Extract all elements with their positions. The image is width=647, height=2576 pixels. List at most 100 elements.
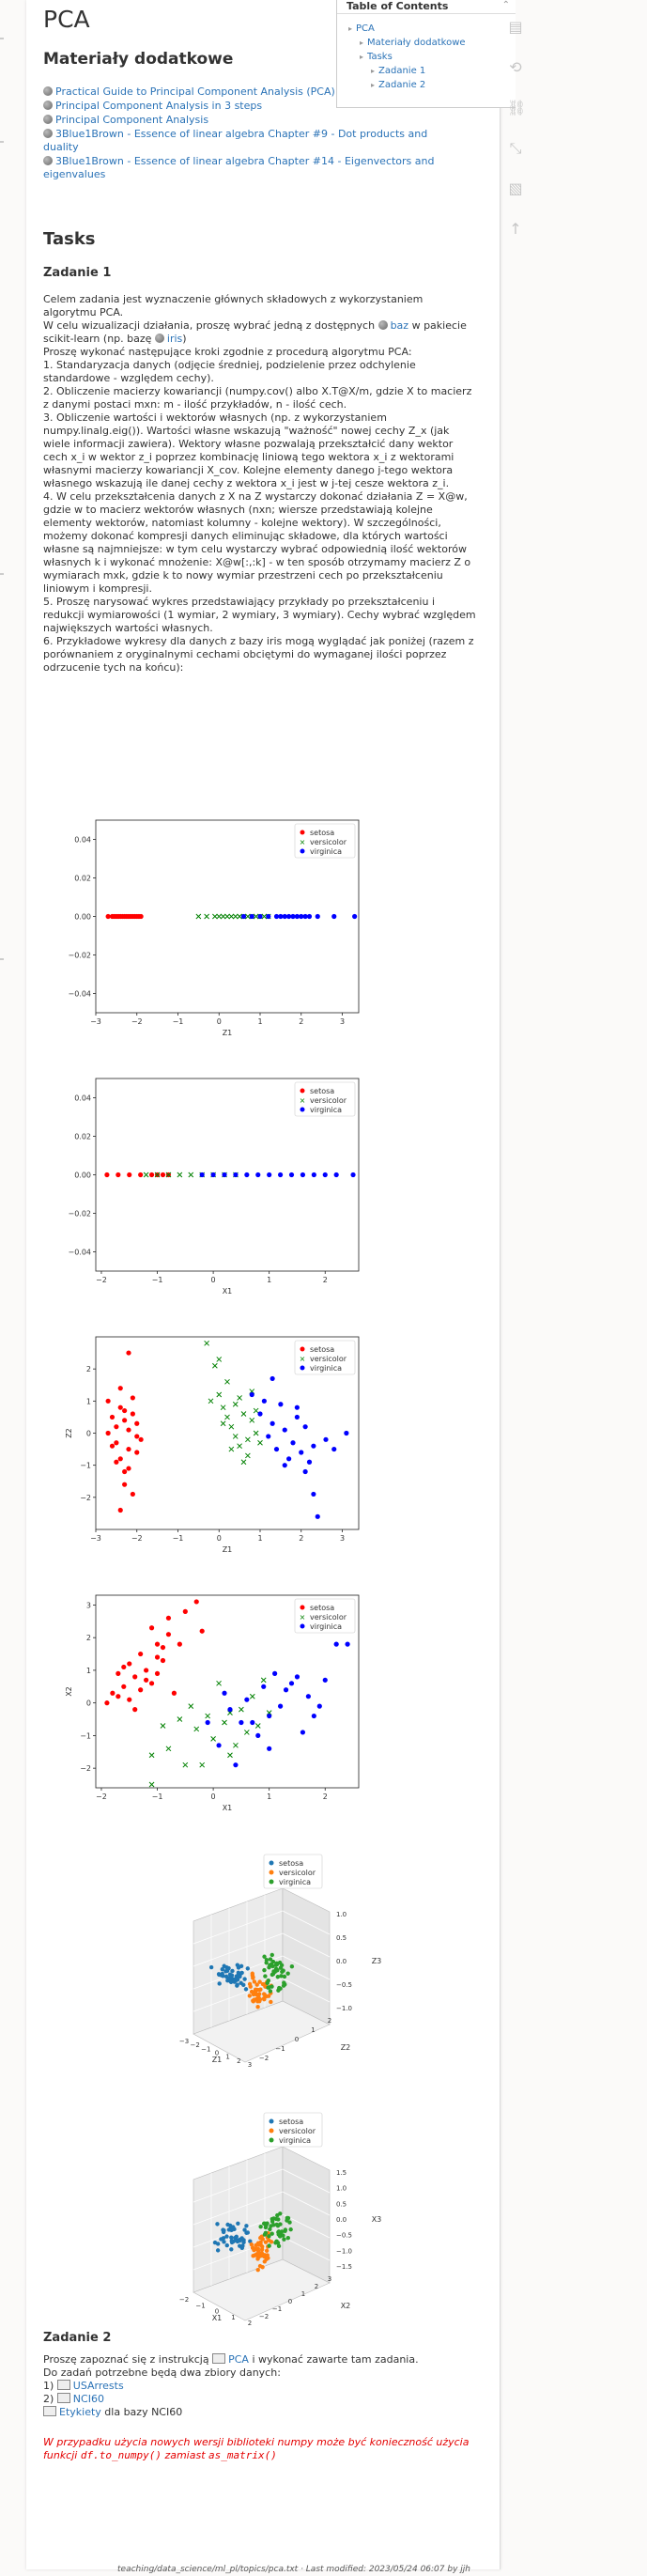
link-item[interactable]: Principal Component Analysis — [43, 114, 438, 127]
point-versicolor — [254, 1723, 261, 1729]
link-datasets[interactable]: baz — [390, 319, 409, 332]
legend-box — [263, 2112, 323, 2148]
toc-toggle-icon[interactable]: ⌃ — [501, 0, 510, 10]
point-setosa — [222, 1963, 226, 1968]
point-versicolor — [188, 1172, 194, 1178]
show-source-icon[interactable]: ▤ — [508, 18, 523, 36]
table-icon — [56, 2393, 70, 2403]
link-labels[interactable]: Etykiety — [59, 2406, 101, 2418]
link-3b1b-ch9[interactable]: 3Blue1Brown - Essence of linear algebra … — [43, 128, 428, 153]
point-virginica — [283, 1687, 289, 1693]
link-pca-instruction[interactable]: PCA — [228, 2353, 249, 2366]
toc-item-materials[interactable]: Materiały dodatkowe — [348, 36, 516, 50]
point-setosa — [160, 1657, 166, 1664]
back-to-top-icon[interactable]: ↑ — [509, 220, 522, 238]
point-setosa — [160, 1172, 166, 1178]
x-tick-label: −2 — [191, 2041, 200, 2049]
globe-icon — [43, 129, 53, 138]
link-item[interactable]: Principal Component Analysis in 3 steps — [43, 100, 438, 113]
point-setosa — [138, 1172, 144, 1178]
link-item[interactable]: 3Blue1Brown - Essence of linear algebra … — [43, 155, 438, 181]
point-versicolor — [245, 1436, 251, 1443]
point-versicolor — [224, 913, 230, 920]
y-tick-label: 1 — [86, 1667, 91, 1675]
point-setosa — [243, 1987, 249, 1992]
link-nci60[interactable]: NCI60 — [72, 2393, 104, 2405]
y-tick-label: −2 — [80, 1494, 91, 1502]
grid-line — [193, 2191, 284, 2226]
z-tick-label: 0.5 — [336, 2200, 347, 2208]
point-setosa — [154, 1654, 161, 1660]
point-virginica — [276, 2229, 281, 2235]
point-versicolor — [243, 1730, 250, 1735]
old-revisions-icon[interactable]: ⟲ — [509, 58, 522, 76]
point-virginica — [302, 1424, 308, 1430]
point-versicolor — [228, 913, 235, 920]
toc-title[interactable]: Table of Contents — [337, 0, 516, 14]
toc-link[interactable]: Zadanie 1 — [378, 66, 426, 76]
link-item[interactable]: Practical Guide to Principal Component A… — [43, 85, 438, 99]
table-icon — [56, 2380, 70, 2390]
point-versicolor — [232, 913, 239, 920]
point-versicolor — [261, 913, 268, 920]
point-virginica — [233, 1762, 239, 1768]
toc-item-zadanie1[interactable]: Zadanie 1 — [348, 64, 516, 78]
point-virginica — [333, 1172, 339, 1178]
fold-icon[interactable]: ⤡ — [509, 139, 522, 157]
x-axis-label: X1 — [223, 1804, 233, 1812]
grid-line — [282, 2236, 331, 2261]
link-item[interactable]: 3Blue1Brown - Essence of linear algebra … — [43, 128, 438, 154]
point-virginica — [282, 1974, 287, 1979]
legend-label: versicolor — [310, 1355, 347, 1363]
point-versicolor — [240, 1459, 247, 1466]
link-iris[interactable]: iris — [166, 333, 183, 345]
link-pca[interactable]: Principal Component Analysis — [55, 114, 209, 126]
toc-item-pca[interactable]: PCA — [348, 22, 516, 36]
point-virginica — [272, 1670, 278, 1676]
y-axis-label: X2 — [341, 2302, 351, 2310]
toc-link[interactable]: Zadanie 2 — [378, 80, 426, 90]
toc-link[interactable]: Materiały dodatkowe — [367, 38, 466, 48]
toc-link[interactable]: Tasks — [367, 52, 393, 62]
point-versicolor — [253, 1407, 259, 1414]
point-setosa — [225, 2222, 230, 2227]
left-edge-mark — [0, 573, 4, 575]
toc-item-zadanie2[interactable]: Zadanie 2 — [348, 78, 516, 92]
y-tick-label: 2 — [86, 1634, 91, 1642]
point-setosa — [122, 1482, 128, 1487]
link-usarrests[interactable]: USArrests — [72, 2380, 124, 2392]
x-tick-label: 3 — [340, 1017, 345, 1026]
task2-item3-text: dla bazy NCI60 — [104, 2406, 183, 2418]
x-tick-label: 0 — [217, 1017, 222, 1026]
legend-label: virginica — [310, 1622, 342, 1631]
z-axis-label: X3 — [372, 2215, 382, 2224]
x-tick-label: 1 — [257, 1534, 262, 1543]
link-practical-guide[interactable]: Practical Guide to Principal Component A… — [55, 85, 409, 98]
point-versicolor — [216, 1680, 222, 1686]
backlinks-icon[interactable]: ⛓ — [507, 99, 527, 116]
point-versicolor — [160, 1723, 166, 1729]
point-virginica — [299, 1450, 304, 1455]
toc-item-tasks[interactable]: Tasks — [348, 50, 516, 64]
point-virginica — [261, 1398, 267, 1404]
point-virginica — [345, 1641, 350, 1647]
point-setosa — [219, 1973, 223, 1978]
point-virginica — [286, 1456, 292, 1462]
legend-marker — [269, 1879, 274, 1885]
z-tick-label: −1.5 — [336, 2263, 352, 2271]
y-tick-label: 2 — [315, 2283, 318, 2290]
link-3b1b-ch14[interactable]: 3Blue1Brown - Essence of linear algebra … — [43, 155, 435, 180]
point-setosa — [104, 1700, 110, 1706]
export-pdf-icon[interactable]: ▧ — [508, 179, 523, 197]
point-setosa — [154, 1641, 161, 1647]
point-virginica — [222, 1172, 227, 1178]
point-virginica — [262, 1954, 267, 1959]
point-setosa — [215, 2248, 221, 2253]
point-virginica — [271, 2223, 276, 2227]
link-pca-3-steps[interactable]: Principal Component Analysis in 3 steps — [55, 100, 263, 112]
toc-link[interactable]: PCA — [356, 23, 375, 34]
point-setosa — [248, 2239, 253, 2243]
point-versicolor — [204, 913, 209, 920]
grid-line — [193, 2213, 284, 2248]
legend-box — [263, 1854, 323, 1889]
